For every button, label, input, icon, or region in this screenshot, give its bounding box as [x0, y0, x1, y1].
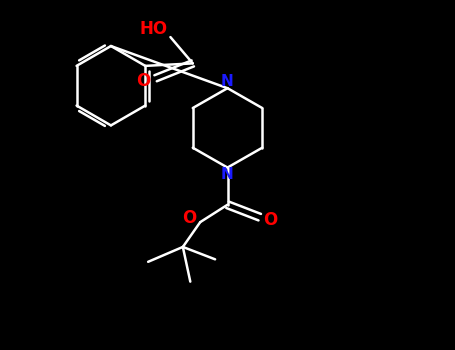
Text: O: O	[182, 209, 197, 227]
Text: N: N	[221, 167, 234, 182]
Text: HO: HO	[139, 20, 167, 38]
Text: O: O	[136, 72, 150, 90]
Text: O: O	[263, 211, 278, 229]
Text: N: N	[221, 74, 234, 89]
